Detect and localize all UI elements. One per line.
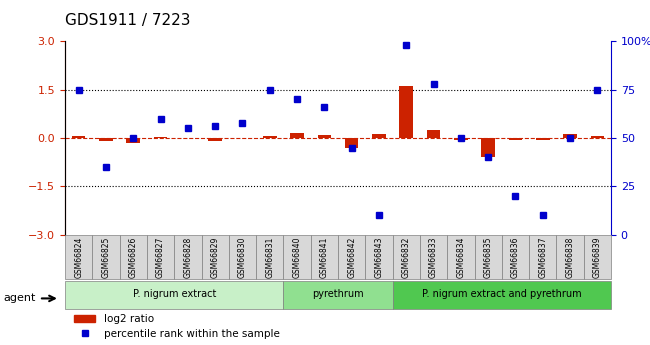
Text: agent: agent [3,294,36,303]
Text: GSM66833: GSM66833 [429,236,438,278]
FancyBboxPatch shape [229,235,256,279]
FancyBboxPatch shape [174,235,202,279]
Text: GSM66836: GSM66836 [511,236,520,278]
FancyBboxPatch shape [474,235,502,279]
FancyBboxPatch shape [65,235,92,279]
Text: pyrethrum: pyrethrum [312,289,364,299]
Bar [400,87,413,138]
Bar [454,138,467,140]
FancyBboxPatch shape [365,235,393,279]
Text: P. nigrum extract and pyrethrum: P. nigrum extract and pyrethrum [422,289,582,299]
FancyBboxPatch shape [92,235,120,279]
Text: GSM66839: GSM66839 [593,236,602,278]
FancyBboxPatch shape [529,235,556,279]
Bar [263,136,277,138]
Text: P. nigrum extract: P. nigrum extract [133,289,216,299]
FancyBboxPatch shape [338,235,365,279]
Text: GSM66834: GSM66834 [456,236,465,278]
FancyBboxPatch shape [556,235,584,279]
Text: GSM66835: GSM66835 [484,236,493,278]
FancyBboxPatch shape [283,281,393,309]
Bar [590,136,604,138]
Text: GSM66829: GSM66829 [211,236,220,278]
Text: GSM66824: GSM66824 [74,236,83,278]
FancyBboxPatch shape [447,235,474,279]
Bar [372,134,385,138]
Bar [508,138,523,140]
Bar [481,138,495,157]
Legend: log2 ratio, percentile rank within the sample: log2 ratio, percentile rank within the s… [70,310,283,343]
Text: GSM66837: GSM66837 [538,236,547,278]
Bar [563,134,577,138]
Bar [72,136,86,138]
Bar [154,137,168,138]
Text: GSM66831: GSM66831 [265,236,274,278]
Bar [126,138,140,143]
Text: GSM66838: GSM66838 [566,236,575,278]
FancyBboxPatch shape [584,235,611,279]
FancyBboxPatch shape [256,235,283,279]
Bar [290,133,304,138]
FancyBboxPatch shape [393,235,420,279]
Text: GSM66827: GSM66827 [156,236,165,278]
Bar [427,130,441,138]
Bar [99,138,113,141]
Text: GSM66840: GSM66840 [292,236,302,278]
Bar [208,138,222,140]
FancyBboxPatch shape [502,235,529,279]
FancyBboxPatch shape [65,281,283,309]
Text: GDS1911 / 7223: GDS1911 / 7223 [65,13,190,28]
FancyBboxPatch shape [311,235,338,279]
Bar [345,138,359,148]
FancyBboxPatch shape [120,235,147,279]
FancyBboxPatch shape [420,235,447,279]
Text: GSM66825: GSM66825 [101,236,111,278]
Bar [536,138,550,140]
FancyBboxPatch shape [202,235,229,279]
Text: GSM66843: GSM66843 [374,236,384,278]
Text: GSM66832: GSM66832 [402,236,411,278]
FancyBboxPatch shape [283,235,311,279]
FancyBboxPatch shape [393,281,611,309]
Bar [317,135,331,138]
Text: GSM66826: GSM66826 [129,236,138,278]
Text: GSM66830: GSM66830 [238,236,247,278]
Text: GSM66842: GSM66842 [347,236,356,278]
FancyBboxPatch shape [147,235,174,279]
Text: GSM66841: GSM66841 [320,236,329,278]
Text: GSM66828: GSM66828 [183,236,192,278]
